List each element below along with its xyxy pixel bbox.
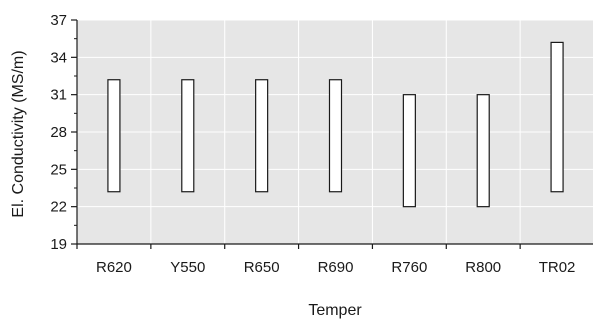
y-tick-label: 31 <box>50 87 67 104</box>
x-tick-labels: R620 Y550 R650 R690 R760 R800 TR02 <box>96 259 575 276</box>
x-axis-title: Temper <box>308 302 362 319</box>
y-tick-label: 25 <box>50 161 67 178</box>
y-tick-labels: 19 22 25 28 31 34 37 <box>50 12 67 253</box>
range-bar-tr02 <box>550 41 564 193</box>
range-bar-r690 <box>328 79 343 193</box>
y-tick-label: 28 <box>50 124 67 141</box>
range-bar-r800 <box>476 94 490 208</box>
x-tick-label: R650 <box>244 259 280 276</box>
axes <box>71 19 593 249</box>
range-bars <box>107 41 564 208</box>
x-tick-label: R800 <box>465 259 501 276</box>
x-tick-label: R690 <box>318 259 354 276</box>
y-tick-label: 34 <box>50 49 67 66</box>
range-bar-y550 <box>181 79 195 193</box>
y-tick-label: 37 <box>50 12 67 29</box>
x-tick-label: TR02 <box>539 259 576 276</box>
y-tick-label: 22 <box>50 199 67 216</box>
range-bar-r760 <box>402 94 416 208</box>
x-tick-label: Y550 <box>170 259 205 276</box>
range-bar-r620 <box>107 79 121 193</box>
x-tick-label: R760 <box>391 259 427 276</box>
y-axis-title: El. Conductivity (MS/m) <box>10 50 27 217</box>
y-tick-label: 19 <box>50 236 67 253</box>
x-tick-label: R620 <box>96 259 132 276</box>
range-bar-r650 <box>255 79 269 193</box>
